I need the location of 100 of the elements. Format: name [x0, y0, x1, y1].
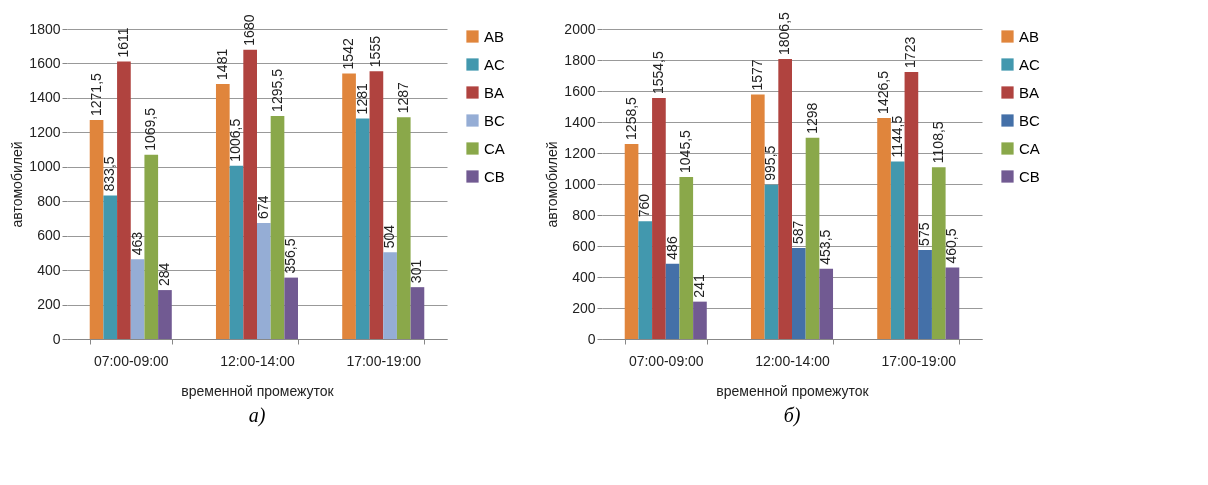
- data-label: 1806,5: [776, 11, 793, 55]
- bar: [792, 248, 806, 339]
- legend-label: BA: [1019, 83, 1040, 101]
- y-axis-title: автомобилей: [9, 141, 26, 228]
- y-tick-label: 400: [572, 268, 596, 285]
- y-tick-label: 800: [37, 192, 61, 209]
- bar: [270, 115, 285, 339]
- data-label: 575: [916, 222, 933, 246]
- bar: [342, 73, 356, 339]
- x-axis-title: временной промежуток: [716, 382, 870, 399]
- bar: [931, 167, 946, 339]
- legend-label: BA: [484, 83, 505, 101]
- y-tick-label: 1000: [564, 175, 596, 192]
- bar: [243, 49, 257, 339]
- data-label: 453,5: [817, 229, 834, 265]
- bar: [679, 176, 694, 339]
- data-label: 356,5: [282, 238, 299, 274]
- data-label: 1069,5: [142, 107, 159, 151]
- y-tick-label: 600: [37, 227, 61, 244]
- bar: [693, 301, 707, 339]
- legend-label: BC: [1019, 111, 1040, 129]
- data-label: 460,5: [943, 228, 960, 264]
- y-tick-label: 2000: [564, 20, 596, 37]
- x-tick-label: 07:00-09:00: [628, 352, 704, 369]
- bar: [215, 83, 230, 339]
- data-label: 1144,5: [888, 115, 905, 158]
- y-tick-label: 0: [52, 330, 61, 347]
- data-label: 833,5: [101, 156, 118, 192]
- legend-label: CB: [1019, 167, 1040, 185]
- y-tick-label: 1200: [29, 123, 61, 140]
- y-tick-label: 1600: [29, 54, 61, 71]
- bar: [103, 195, 118, 339]
- data-label: 760: [636, 193, 653, 218]
- data-label: 1426,5: [875, 70, 892, 114]
- y-tick-label: 200: [572, 299, 596, 316]
- y-tick-label: 800: [572, 206, 596, 223]
- bar: [144, 154, 159, 339]
- y-tick-label: 1800: [564, 51, 596, 68]
- data-label: 1611: [114, 27, 131, 58]
- data-label: 486: [663, 236, 680, 260]
- bar: [130, 259, 145, 339]
- bar: [396, 117, 411, 339]
- bar: [638, 221, 653, 339]
- bar: [877, 117, 891, 339]
- bar: [918, 249, 932, 339]
- data-label: 1006,5: [227, 118, 244, 162]
- y-tick-label: 1200: [564, 144, 596, 161]
- data-label: 1045,5: [677, 129, 694, 173]
- data-label: 1108,5: [929, 121, 946, 164]
- y-tick-label: 400: [37, 261, 61, 278]
- x-tick-label: 17:00-19:00: [881, 352, 957, 369]
- data-label: 284: [155, 262, 172, 287]
- data-label: 1287: [394, 81, 411, 114]
- bar: [652, 98, 666, 339]
- bar: [764, 184, 779, 339]
- bar: [369, 71, 384, 339]
- bar: [665, 263, 680, 339]
- data-label: 1281: [353, 83, 370, 115]
- data-label: 504: [381, 224, 398, 249]
- data-label: 1271,5: [87, 72, 104, 117]
- legend-label: AB: [484, 27, 505, 45]
- data-label: 1542: [340, 38, 357, 70]
- data-label: 301: [408, 259, 425, 284]
- data-label: 1577: [748, 59, 765, 91]
- data-label: 1680: [241, 14, 258, 46]
- bar: [257, 222, 271, 339]
- x-tick-label: 17:00-19:00: [346, 352, 422, 369]
- y-tick-label: 1800: [29, 20, 61, 37]
- legend-label: BC: [484, 111, 505, 129]
- x-tick-label: 12:00-14:00: [755, 352, 831, 369]
- data-label: 995,5: [762, 145, 779, 181]
- legend-label: AC: [484, 55, 505, 73]
- x-tick-label: 07:00-09:00: [93, 352, 169, 369]
- legend-label: AB: [1019, 27, 1040, 45]
- x-axis-title: временной промежуток: [181, 382, 335, 399]
- bar: [410, 287, 425, 339]
- bar: [355, 118, 370, 339]
- data-label: 1295,5: [268, 68, 285, 112]
- data-label: 1481: [213, 48, 230, 80]
- x-tick-label: 12:00-14:00: [220, 352, 296, 369]
- data-label: 463: [128, 231, 145, 256]
- bar: [229, 165, 244, 339]
- bar: [778, 58, 792, 339]
- bar: [890, 161, 905, 339]
- bar: [805, 137, 820, 339]
- bar: [158, 290, 172, 339]
- y-tick-label: 1000: [29, 158, 61, 175]
- bar: [117, 61, 131, 339]
- bar: [284, 277, 299, 339]
- bar: [89, 120, 104, 339]
- bar: [819, 268, 834, 339]
- y-tick-label: 1600: [564, 82, 596, 99]
- data-label: 1723: [902, 36, 919, 68]
- bar: [624, 143, 639, 339]
- legend-label: CB: [484, 167, 505, 185]
- y-tick-label: 0: [587, 330, 596, 347]
- data-label: 587: [789, 220, 806, 245]
- text: б): [783, 404, 801, 427]
- bar: [383, 252, 397, 339]
- data-label: 241: [690, 274, 707, 298]
